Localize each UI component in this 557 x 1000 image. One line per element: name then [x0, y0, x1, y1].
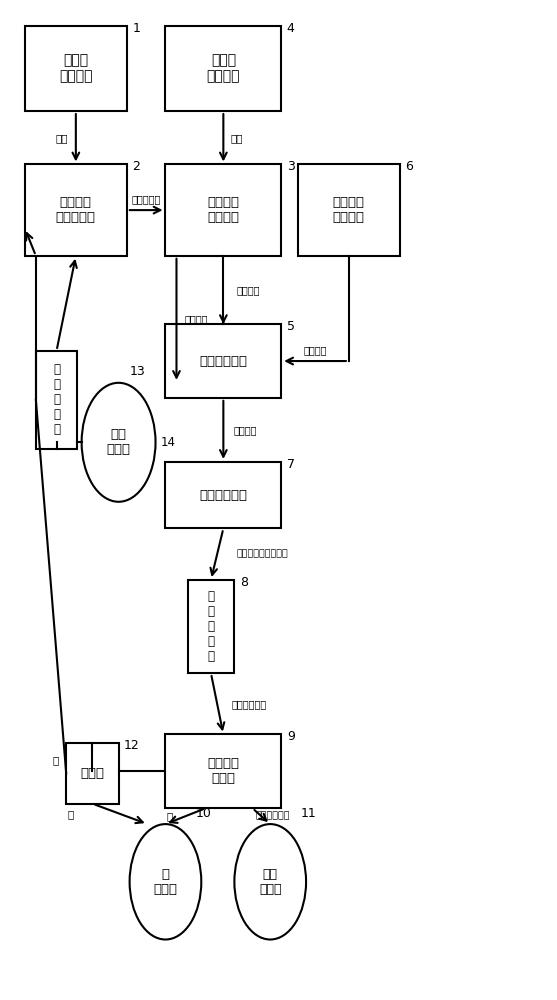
Text: 中温氢气: 中温氢气: [234, 425, 257, 435]
FancyBboxPatch shape: [165, 734, 281, 808]
Text: 高温水蒸
气制备系统: 高温水蒸 气制备系统: [56, 196, 96, 224]
Text: 14: 14: [161, 436, 176, 449]
FancyBboxPatch shape: [188, 580, 234, 673]
Text: 高温电解
制氢系统: 高温电解 制氢系统: [207, 196, 240, 224]
FancyBboxPatch shape: [165, 164, 281, 256]
Text: 4: 4: [287, 22, 295, 35]
FancyBboxPatch shape: [36, 351, 77, 449]
Text: 高温水蒸气: 高温水蒸气: [131, 194, 161, 204]
Text: 二氧化碳: 二氧化碳: [303, 345, 327, 355]
FancyBboxPatch shape: [165, 462, 281, 528]
Text: 水: 水: [67, 809, 74, 819]
Text: 甲醇和水的混合气体: 甲醇和水的混合气体: [236, 550, 288, 559]
Text: 7: 7: [287, 458, 295, 471]
Text: 甲醇合成系统: 甲醇合成系统: [199, 489, 247, 502]
Text: 13: 13: [130, 365, 145, 378]
Text: 水: 水: [52, 756, 58, 766]
Circle shape: [130, 824, 201, 940]
Text: 甲醇水浓溶液: 甲醇水浓溶液: [255, 812, 290, 821]
Text: 二氧化碳
制备系统: 二氧化碳 制备系统: [333, 196, 365, 224]
Text: 太阳能
聚热系统: 太阳能 聚热系统: [59, 53, 92, 84]
Text: 供电: 供电: [231, 133, 243, 143]
Text: 3: 3: [287, 160, 295, 173]
Text: 第
二
换
热
器: 第 二 换 热 器: [53, 363, 60, 436]
Text: 9: 9: [287, 730, 295, 743]
Text: 甲醇
储存罐: 甲醇 储存罐: [259, 868, 281, 896]
Text: 供热: 供热: [56, 133, 69, 143]
Circle shape: [234, 824, 306, 940]
Text: 甲醇水稀溶液: 甲醇水稀溶液: [232, 699, 267, 709]
Text: 水: 水: [166, 811, 172, 821]
Text: 高温氧气: 高温氧气: [184, 314, 208, 324]
Text: 水
储存罐: 水 储存罐: [154, 868, 178, 896]
Text: 气体混合装置: 气体混合装置: [199, 355, 247, 368]
Text: 第
一
换
热
器: 第 一 换 热 器: [207, 590, 214, 663]
Text: 分子筛膜
分离器: 分子筛膜 分离器: [207, 757, 240, 785]
Text: 2: 2: [133, 160, 140, 173]
FancyBboxPatch shape: [298, 164, 400, 256]
Text: 高温氢气: 高温氢气: [236, 285, 260, 295]
Text: 6: 6: [405, 160, 413, 173]
Text: 太阳能
发电系统: 太阳能 发电系统: [207, 53, 240, 84]
Text: 1: 1: [133, 22, 140, 35]
FancyBboxPatch shape: [165, 26, 281, 111]
Text: 5: 5: [287, 320, 295, 333]
Circle shape: [82, 383, 155, 502]
Text: 输送泵: 输送泵: [80, 767, 104, 780]
FancyBboxPatch shape: [25, 164, 127, 256]
Text: 8: 8: [240, 576, 248, 589]
FancyBboxPatch shape: [25, 26, 127, 111]
FancyBboxPatch shape: [165, 324, 281, 398]
Text: 10: 10: [196, 807, 212, 820]
Text: 12: 12: [124, 739, 140, 752]
Text: 11: 11: [301, 807, 316, 820]
FancyBboxPatch shape: [66, 743, 119, 804]
Text: 氧气
储存罐: 氧气 储存罐: [106, 428, 130, 456]
